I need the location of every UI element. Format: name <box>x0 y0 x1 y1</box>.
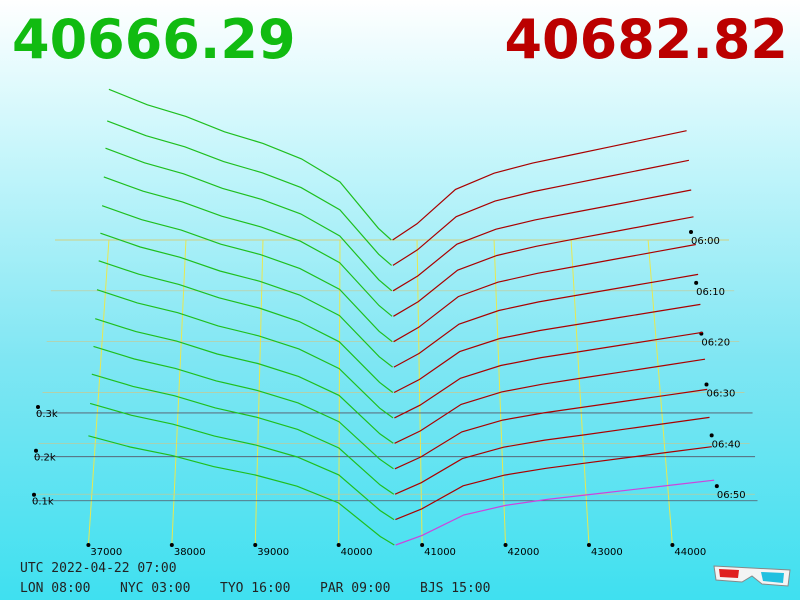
depth-line <box>93 345 394 470</box>
x-tick-mark <box>420 543 425 547</box>
x-tick-label: 42000 <box>508 547 540 558</box>
time-tick-label: 06:00 <box>691 236 720 247</box>
time-tick-mark <box>704 382 709 387</box>
time-tick-label: 06:50 <box>717 490 746 501</box>
time-tick-label: 06:10 <box>696 287 725 298</box>
x-tick-label: 44000 <box>674 547 706 558</box>
y-tick-label: 0.2k <box>34 453 56 464</box>
depth-line <box>394 358 706 444</box>
time-tick-label: 06:40 <box>712 439 741 450</box>
time-tick-mark <box>694 280 699 285</box>
x-tick-mark <box>670 543 675 547</box>
y-tick-mark <box>34 448 38 453</box>
ask-price: 40682.82 <box>504 8 788 71</box>
time-tick-label: 06:20 <box>701 338 730 349</box>
depth-line <box>392 159 690 266</box>
zone-time: LON 08:00 <box>20 581 90 596</box>
x-tick-label: 39000 <box>257 547 289 558</box>
y-tick-label: 0.1k <box>32 497 54 508</box>
depth-line <box>89 402 395 521</box>
x-tick-mark <box>253 543 258 547</box>
depth-line <box>100 232 393 368</box>
glasses-icon <box>713 565 791 587</box>
depth-line <box>394 388 708 470</box>
x-tick-mark <box>503 543 508 547</box>
zone-time: PAR 09:00 <box>320 581 390 596</box>
depth-line <box>106 120 392 266</box>
zone-time: NYC 03:00 <box>120 581 190 596</box>
depth-line <box>393 273 699 368</box>
bid-price: 40666.29 <box>12 8 296 71</box>
depth-line <box>393 216 694 317</box>
time-tick-mark <box>709 433 714 438</box>
time-tick-label: 06:30 <box>707 389 736 400</box>
depth-line <box>108 88 392 241</box>
x-tick-mark <box>586 543 591 547</box>
depth-line <box>96 289 394 419</box>
y-tick-label: 0.3k <box>36 409 58 420</box>
y-tick-mark <box>32 492 36 497</box>
x-tick-mark <box>169 543 174 547</box>
depth-line <box>394 331 703 419</box>
depth-line <box>101 205 393 343</box>
y-tick-mark <box>36 404 40 409</box>
depth-line <box>105 147 393 292</box>
utc-time: UTC 2022-04-22 07:00 <box>20 561 177 576</box>
x-tick-mark <box>86 543 91 547</box>
zone-time: TYO 16:00 <box>220 581 290 596</box>
depth-line <box>393 303 701 394</box>
depth-line <box>103 176 393 317</box>
depth-line <box>98 260 394 393</box>
x-tick-label: 37000 <box>90 547 122 558</box>
x-tick-label: 38000 <box>174 547 206 558</box>
depth-line <box>392 130 687 241</box>
depth-line <box>88 435 395 546</box>
depth-line <box>392 189 692 292</box>
x-tick-mark <box>336 543 341 547</box>
depth-line <box>393 243 696 343</box>
x-tick-label: 40000 <box>341 547 373 558</box>
depth-line <box>95 318 394 444</box>
zone-time: BJS 15:00 <box>420 581 490 596</box>
depth-line <box>394 416 710 495</box>
x-tick-label: 41000 <box>424 547 456 558</box>
time-tick-mark <box>714 484 719 489</box>
depth-line <box>395 479 715 546</box>
depth-line <box>395 446 712 521</box>
time-tick-mark <box>689 230 693 234</box>
x-tick-label: 43000 <box>591 547 623 558</box>
depth-line <box>91 373 395 495</box>
